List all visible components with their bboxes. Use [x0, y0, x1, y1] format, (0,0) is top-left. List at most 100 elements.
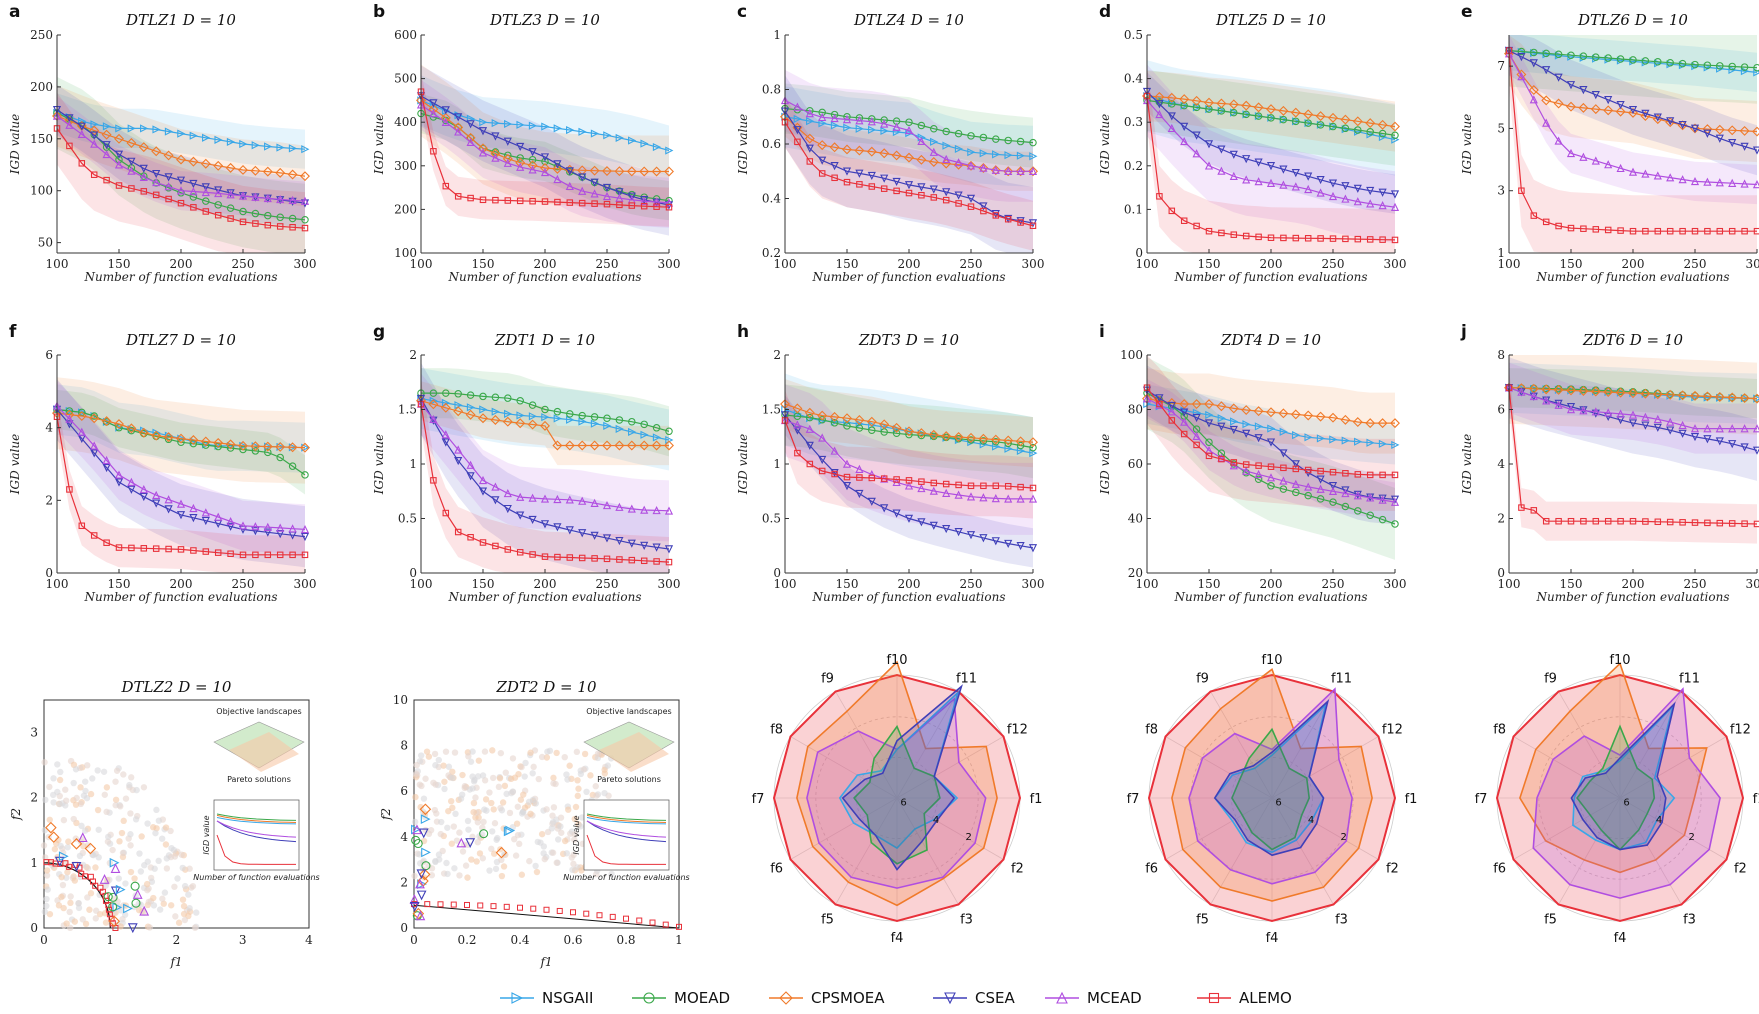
point-cpsmoea	[626, 440, 637, 451]
point-nsgaii	[1329, 435, 1338, 444]
point-mcead	[503, 489, 512, 498]
point-moead	[1366, 511, 1374, 519]
point-mcead	[867, 117, 876, 126]
point-cpsmoea	[1352, 417, 1363, 428]
y-tick-label: 1	[409, 457, 417, 471]
point-cpsmoea	[1241, 405, 1252, 416]
panel-letter: c	[737, 2, 747, 22]
point-mcead	[640, 196, 649, 205]
point-mcead	[441, 117, 450, 126]
sample-point	[470, 808, 477, 816]
sample-point	[65, 838, 72, 845]
point-moead	[830, 419, 839, 427]
point-nsgaii	[1254, 422, 1264, 431]
point-nsgaii	[603, 131, 612, 140]
point-alemo	[1168, 417, 1176, 424]
point-moead	[189, 193, 198, 201]
point-nsgaii	[504, 119, 513, 129]
point-alemo	[442, 182, 450, 190]
point-cpsmoea	[904, 152, 914, 163]
point-cpsmoea	[1702, 391, 1713, 402]
point-alemo	[115, 182, 123, 189]
point-alemo	[955, 481, 962, 489]
point-mcead	[904, 125, 914, 135]
point-csea	[503, 504, 512, 514]
point-nsgaii	[541, 413, 550, 422]
radar-moead	[1231, 727, 1311, 851]
solution-nsgaii	[58, 851, 69, 862]
point-moead	[830, 110, 839, 119]
y-tick-label: 0.6	[762, 137, 781, 151]
sample-point	[441, 785, 448, 793]
point-alemo	[1753, 227, 1759, 235]
point-moead	[1205, 105, 1213, 113]
point-nsgaii	[1029, 152, 1038, 161]
point-alemo	[1180, 217, 1188, 224]
point-alemo	[591, 200, 598, 207]
point-mcead	[114, 470, 124, 479]
point-cpsmoea	[664, 166, 674, 177]
point-mcead	[942, 154, 951, 164]
point-csea	[441, 438, 450, 447]
y-tick-label: 0	[1135, 246, 1143, 260]
point-alemo	[1218, 229, 1225, 237]
inset-y-label: IGD value	[202, 815, 211, 854]
point-mcead	[842, 459, 852, 468]
point-alemo	[818, 170, 826, 177]
point-mcead	[300, 524, 310, 534]
sample-point	[425, 753, 433, 760]
sample-point	[189, 882, 197, 890]
sample-point	[498, 872, 506, 880]
x-tick-label: 300	[1746, 257, 1759, 271]
sample-point	[608, 870, 615, 878]
sample-point	[502, 769, 509, 776]
radar-axis-label: f5	[1196, 912, 1209, 927]
point-mcead	[429, 414, 438, 424]
point-mcead	[276, 523, 285, 532]
sample-point	[481, 748, 489, 755]
point-alemo	[980, 207, 987, 215]
sample-point	[601, 789, 608, 797]
y-tick-label: 1	[1497, 246, 1505, 260]
point-nsgaii	[793, 114, 802, 124]
point-csea	[991, 210, 1000, 219]
sample-point	[437, 830, 444, 838]
radar-axis-label: f2	[1011, 862, 1024, 877]
point-mcead	[590, 498, 599, 507]
point-mcead	[114, 160, 124, 169]
point-alemo	[1679, 519, 1686, 526]
sample-point	[538, 830, 546, 838]
sample-point	[101, 791, 108, 798]
point-moead	[1641, 57, 1650, 65]
point-cpsmoea	[1578, 385, 1589, 396]
sample-point	[581, 750, 589, 758]
point-csea	[263, 528, 272, 537]
y-tick-label: 7	[1497, 59, 1505, 73]
point-csea	[1291, 460, 1300, 469]
point-nsgaii	[1004, 151, 1013, 160]
sample-point	[503, 790, 510, 798]
sample-point	[573, 748, 581, 756]
sample-point	[82, 920, 90, 928]
band-cpsmoea	[57, 377, 305, 484]
y-tick-label: 3	[1497, 184, 1505, 198]
legend-item-nsgaii: NSGAII	[500, 989, 593, 1007]
point-moead	[1329, 498, 1337, 506]
point-nsgaii	[504, 409, 513, 418]
point-csea	[1390, 495, 1400, 504]
point-nsgaii	[855, 419, 864, 428]
point-cpsmoea	[225, 162, 236, 173]
sample-point	[87, 890, 95, 897]
line-alemo	[784, 121, 1034, 227]
point-moead	[454, 390, 462, 398]
legend-label: MOEAD	[674, 989, 730, 1007]
point-mcead	[627, 504, 636, 513]
y-tick-label: 0	[30, 921, 38, 935]
point-mcead	[528, 165, 537, 174]
point-cpsmoea	[1340, 114, 1351, 125]
inset-x-label: Number of function evaluations	[563, 873, 689, 882]
point-moead	[954, 129, 963, 138]
point-mcead	[1192, 431, 1201, 440]
point-cpsmoea	[577, 440, 588, 451]
